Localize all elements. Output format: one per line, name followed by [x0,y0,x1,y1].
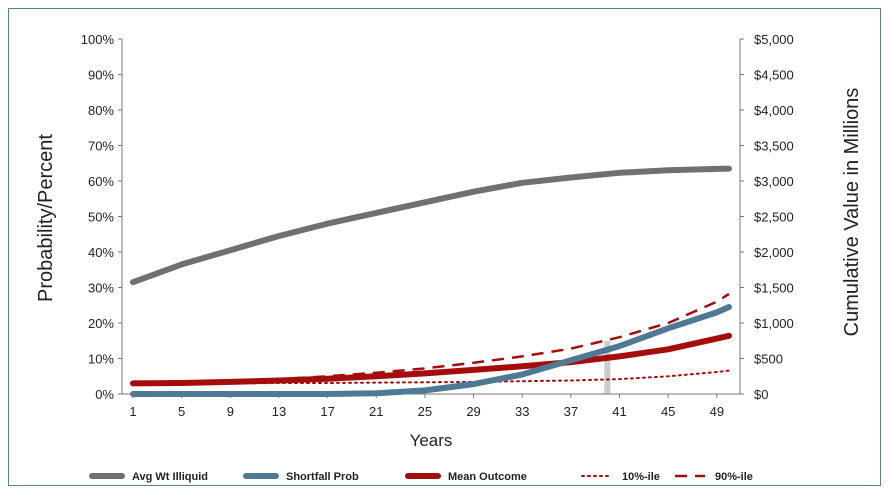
y-left-tick-label: 90% [88,68,114,83]
y-left-tick-label: 40% [88,245,114,260]
y-axis-left-title: Probability/Percent [35,134,57,302]
x-axis-title: Years [410,431,453,450]
y-left-tick-label: 30% [88,281,114,296]
y-right-tick-label: $5,000 [754,32,794,47]
y-right-tick-label: $1,500 [754,281,794,296]
x-tick-label: 37 [564,404,578,419]
legend-label: 90%-ile [715,471,753,483]
legend-label: Shortfall Prob [286,471,359,483]
y-left-tick-label: 10% [88,352,114,367]
y-left-tick-label: 20% [88,316,114,331]
legend-label: Avg Wt Illiquid [132,471,208,483]
y-right-tick-label: $2,000 [754,245,794,260]
y-left-tick-label: 80% [88,103,114,118]
y-right-tick-label: $3,500 [754,139,794,154]
x-tick-label: 1 [129,404,136,419]
y-axis-right-title: Cumulative Value in Millions [841,88,863,337]
y-left-tick-label: 0% [95,387,114,402]
y-right-tick-label: $3,000 [754,174,794,189]
series-line-shortfall-prob [130,304,732,397]
highlight-bar [604,340,611,394]
series-line-10-ile [132,369,730,385]
y-right-tick-label: $1,000 [754,316,794,331]
legend-label: 10%-ile [622,471,660,483]
y-right-tick-label: $500 [754,352,783,367]
series-line-mean-outcome [130,332,732,387]
y-right-tick-label: $0 [754,387,768,402]
legend-label: Mean Outcome [448,471,527,483]
series-line-avg-wt-illiquid [130,165,732,286]
y-left-tick-label: 100% [81,32,115,47]
x-tick-label: 9 [227,404,234,419]
x-tick-label: 13 [272,404,286,419]
x-tick-label: 5 [178,404,185,419]
x-tick-label: 17 [320,404,334,419]
y-right-tick-label: $4,000 [754,103,794,118]
y-left-tick-label: 50% [88,210,114,225]
x-tick-label: 25 [418,404,432,419]
x-tick-label: 29 [466,404,480,419]
y-left-tick-label: 70% [88,139,114,154]
x-tick-label: 33 [515,404,529,419]
y-right-tick-label: $2,500 [754,210,794,225]
chart-frame [8,8,881,486]
x-tick-label: 49 [710,404,724,419]
x-tick-label: 21 [369,404,383,419]
x-tick-label: 41 [612,404,626,419]
y-left-tick-label: 60% [88,174,114,189]
x-tick-label: 45 [661,404,675,419]
y-right-tick-label: $4,500 [754,68,794,83]
